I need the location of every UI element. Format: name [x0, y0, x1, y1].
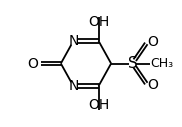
Text: O: O — [148, 78, 158, 92]
Text: O: O — [27, 57, 38, 70]
Text: OH: OH — [88, 14, 109, 29]
Text: S: S — [128, 56, 137, 71]
Text: N: N — [68, 79, 79, 93]
Text: N: N — [68, 34, 79, 48]
Text: OH: OH — [88, 98, 109, 113]
Text: CH₃: CH₃ — [151, 57, 174, 70]
Text: O: O — [148, 35, 158, 49]
